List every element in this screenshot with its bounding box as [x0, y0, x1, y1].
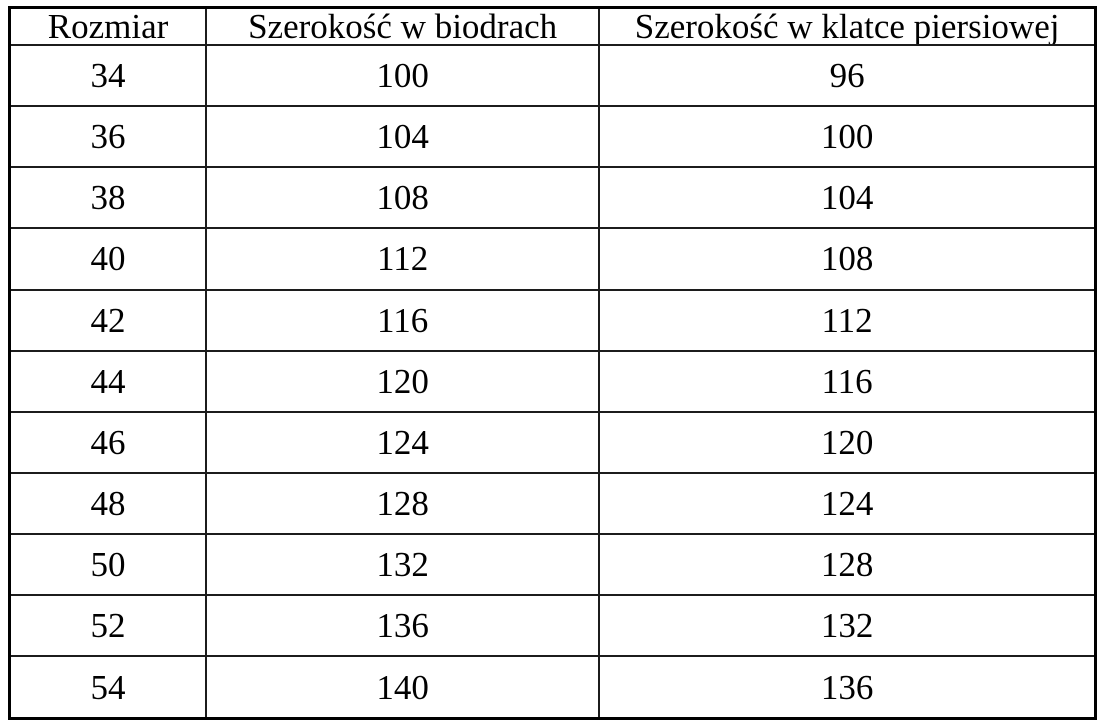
cell-chest-width: 100	[598, 105, 1097, 169]
size-chart-table: Rozmiar Szerokość w biodrach Szerokość w…	[8, 6, 1097, 720]
table-header: Rozmiar Szerokość w biodrach Szerokość w…	[8, 6, 1097, 46]
cell-hip-width: 128	[205, 471, 601, 536]
cell-hip-width: 112	[205, 227, 601, 291]
cell-size: 38	[8, 166, 208, 230]
cell-size: 40	[8, 227, 208, 291]
cell-hip-width: 108	[205, 166, 601, 230]
cell-chest-width: 128	[598, 533, 1097, 597]
cell-size: 44	[8, 349, 208, 413]
table-row: 36 104 100	[8, 105, 1097, 169]
cell-hip-width: 140	[205, 655, 601, 720]
cell-size: 34	[8, 43, 208, 108]
cell-size: 54	[8, 655, 208, 720]
header-cell-size: Rozmiar	[8, 6, 208, 46]
cell-chest-width: 124	[598, 471, 1097, 536]
cell-chest-width: 136	[598, 655, 1097, 720]
cell-size: 46	[8, 410, 208, 474]
table-row: 50 132 128	[8, 533, 1097, 597]
cell-hip-width: 120	[205, 349, 601, 413]
table-row: 42 116 112	[8, 288, 1097, 352]
cell-hip-width: 100	[205, 43, 601, 108]
cell-chest-width: 132	[598, 594, 1097, 658]
table-row: 38 108 104	[8, 166, 1097, 230]
cell-size: 52	[8, 594, 208, 658]
cell-hip-width: 136	[205, 594, 601, 658]
cell-size: 50	[8, 533, 208, 597]
cell-hip-width: 132	[205, 533, 601, 597]
header-row: Rozmiar Szerokość w biodrach Szerokość w…	[8, 6, 1097, 46]
table-row: 52 136 132	[8, 594, 1097, 658]
cell-size: 48	[8, 471, 208, 536]
cell-chest-width: 104	[598, 166, 1097, 230]
cell-chest-width: 96	[598, 43, 1097, 108]
cell-hip-width: 116	[205, 288, 601, 352]
table-row: 44 120 116	[8, 349, 1097, 413]
table-row: 40 112 108	[8, 227, 1097, 291]
cell-size: 36	[8, 105, 208, 169]
cell-size: 42	[8, 288, 208, 352]
table-row: 54 140 136	[8, 655, 1097, 720]
cell-chest-width: 120	[598, 410, 1097, 474]
table-row: 46 124 120	[8, 410, 1097, 474]
header-cell-hip-width: Szerokość w biodrach	[205, 6, 601, 46]
cell-chest-width: 116	[598, 349, 1097, 413]
cell-chest-width: 108	[598, 227, 1097, 291]
cell-chest-width: 112	[598, 288, 1097, 352]
table-body: 34 100 96 36 104 100 38 108 104 40 112 1…	[8, 43, 1097, 720]
table-row: 48 128 124	[8, 471, 1097, 536]
table-row: 34 100 96	[8, 43, 1097, 108]
cell-hip-width: 124	[205, 410, 601, 474]
cell-hip-width: 104	[205, 105, 601, 169]
header-cell-chest-width: Szerokość w klatce piersiowej	[598, 6, 1097, 46]
